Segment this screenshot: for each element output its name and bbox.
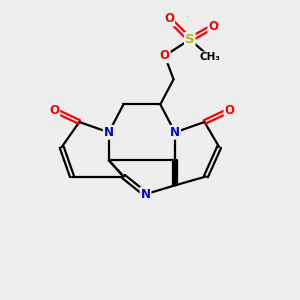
Text: N: N (170, 126, 180, 139)
Text: S: S (185, 33, 195, 46)
Text: O: O (160, 49, 170, 62)
Text: N: N (141, 188, 151, 201)
Text: O: O (164, 13, 174, 26)
Text: CH₃: CH₃ (200, 52, 221, 62)
Text: O: O (208, 20, 218, 33)
Text: O: O (49, 104, 59, 117)
Text: O: O (224, 104, 235, 117)
Text: N: N (104, 126, 114, 139)
